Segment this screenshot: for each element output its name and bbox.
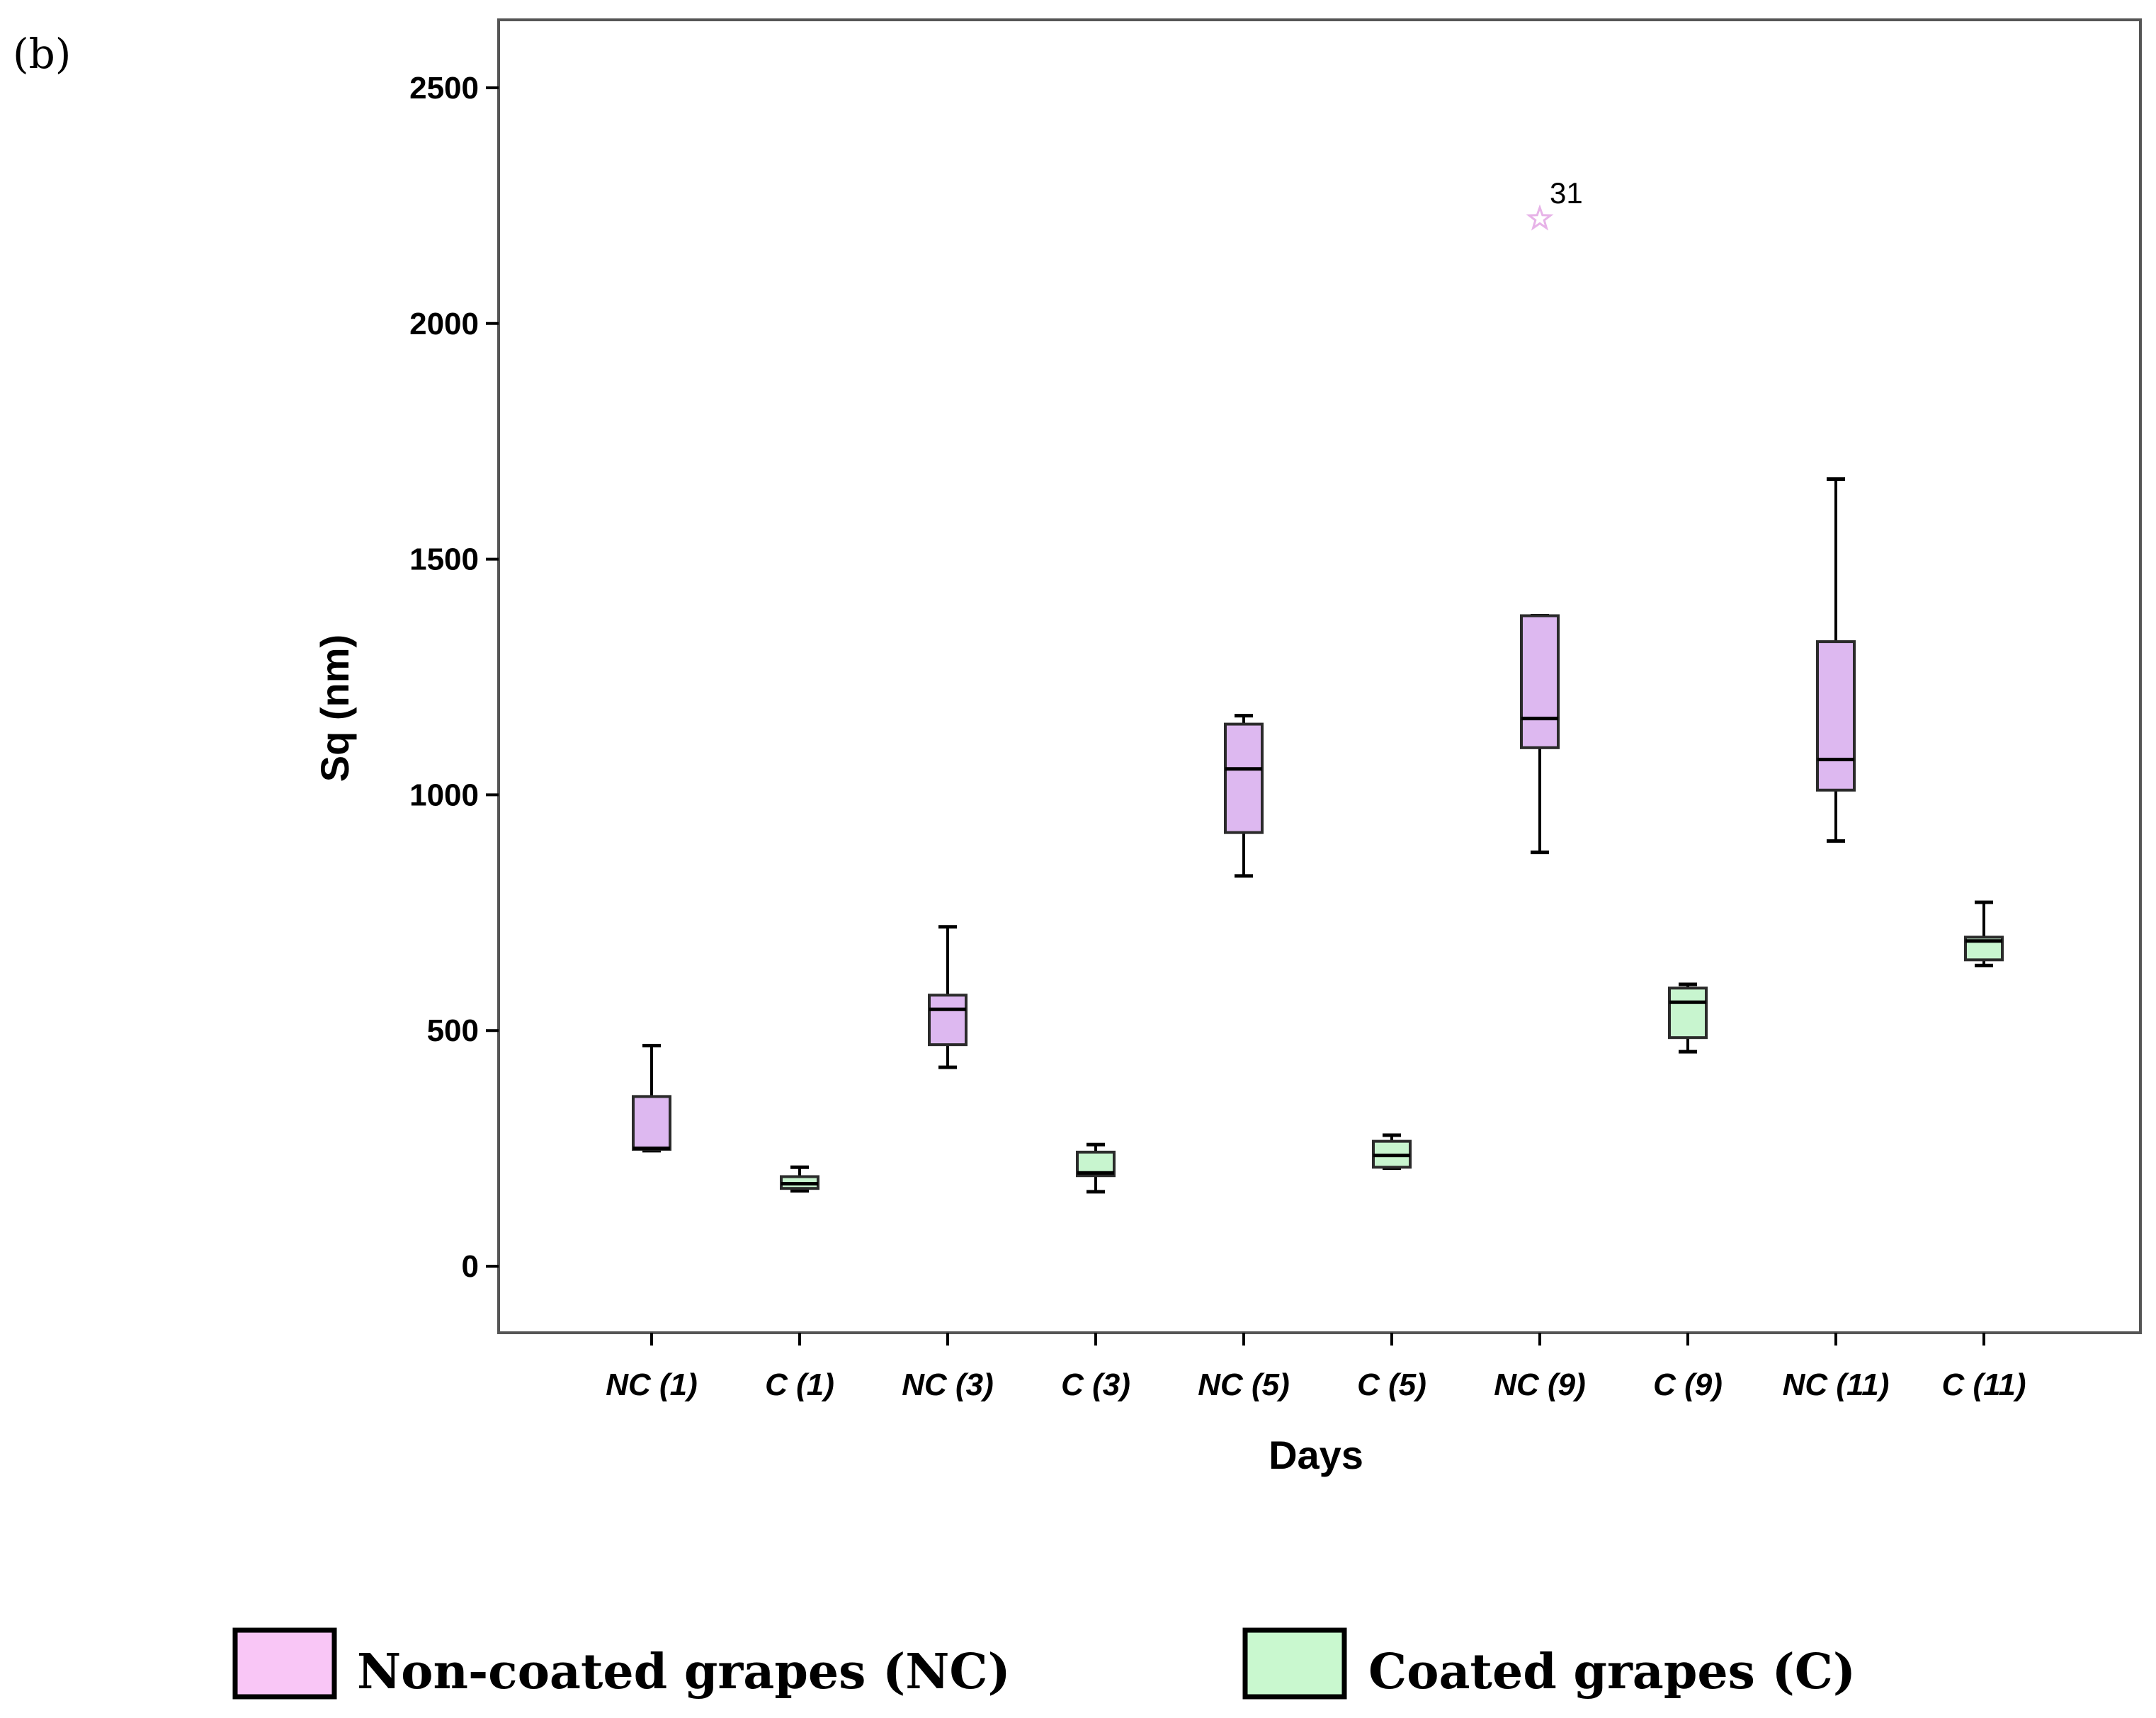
- box-nc-1: [632, 1043, 671, 1153]
- legend-label-c: Coated grapes (C): [1368, 1644, 1856, 1700]
- legend-label-nc: Non-coated grapes (NC): [357, 1644, 1011, 1700]
- y-tick-label-2500: 2500: [409, 71, 479, 106]
- x-tick-label-1: C (1): [765, 1367, 834, 1402]
- outlier-star: [1526, 204, 1554, 231]
- y-tick-label-1500: 1500: [409, 542, 479, 577]
- x-tick-label-4: NC (5): [1198, 1367, 1290, 1402]
- box-nc-11: [1816, 477, 1856, 843]
- x-tick-label-6: NC (9): [1494, 1367, 1586, 1402]
- x-tick-label-7: C (9): [1653, 1367, 1723, 1402]
- legend-swatch-nc: [232, 1627, 337, 1700]
- legend: Non-coated grapes (NC) Coated grapes (C): [232, 1627, 1856, 1700]
- x-tick-label-9: C (11): [1942, 1367, 2026, 1402]
- outlier-label: 31: [1550, 176, 1583, 210]
- x-tick-label-5: C (5): [1357, 1367, 1426, 1402]
- plot-frame: [497, 18, 2142, 1334]
- legend-item-nc: Non-coated grapes (NC): [232, 1627, 1011, 1700]
- box-c-11: [1964, 900, 2004, 967]
- box-nc-3: [928, 925, 968, 1069]
- x-axis: NC (1) C (1) NC (3) C (3) NC (5) C (5) NC (9) C…: [606, 1333, 2026, 1402]
- y-tick-label-500: 500: [427, 1013, 479, 1048]
- box-c-3: [1076, 1142, 1116, 1194]
- x-tick-label-8: NC (11): [1783, 1367, 1890, 1402]
- box-c-5: [1372, 1133, 1412, 1171]
- box-iqr: [1224, 722, 1264, 834]
- box-iqr: [1668, 986, 1708, 1040]
- box-iqr: [632, 1095, 671, 1151]
- x-tick-label-0: NC (1): [606, 1367, 698, 1402]
- box-c-9: [1668, 982, 1708, 1054]
- y-axis: 0 500 1000 1500 2000 2500: [409, 71, 499, 1284]
- x-axis-title: Days: [1269, 1433, 1363, 1477]
- y-tick-label-0: 0: [462, 1249, 479, 1284]
- box-iqr: [1520, 614, 1560, 749]
- box-iqr: [1816, 640, 1856, 792]
- y-axis-title: Sq (nm): [312, 635, 357, 782]
- box-c-1: [780, 1165, 819, 1193]
- boxes: [632, 477, 2004, 1194]
- y-tick-label-1000: 1000: [409, 778, 479, 812]
- box-iqr: [928, 994, 968, 1047]
- x-tick-label-2: NC (3): [902, 1367, 994, 1402]
- y-tick-label-2000: 2000: [409, 307, 479, 341]
- legend-swatch-c: [1242, 1627, 1347, 1700]
- x-tick-label-3: C (3): [1061, 1367, 1130, 1402]
- panel-label: (b): [13, 30, 71, 78]
- box-nc-5: [1224, 714, 1264, 878]
- legend-item-c: Coated grapes (C): [1242, 1627, 1856, 1700]
- box-nc-9: [1520, 613, 1560, 855]
- outliers: 31: [1526, 176, 1583, 231]
